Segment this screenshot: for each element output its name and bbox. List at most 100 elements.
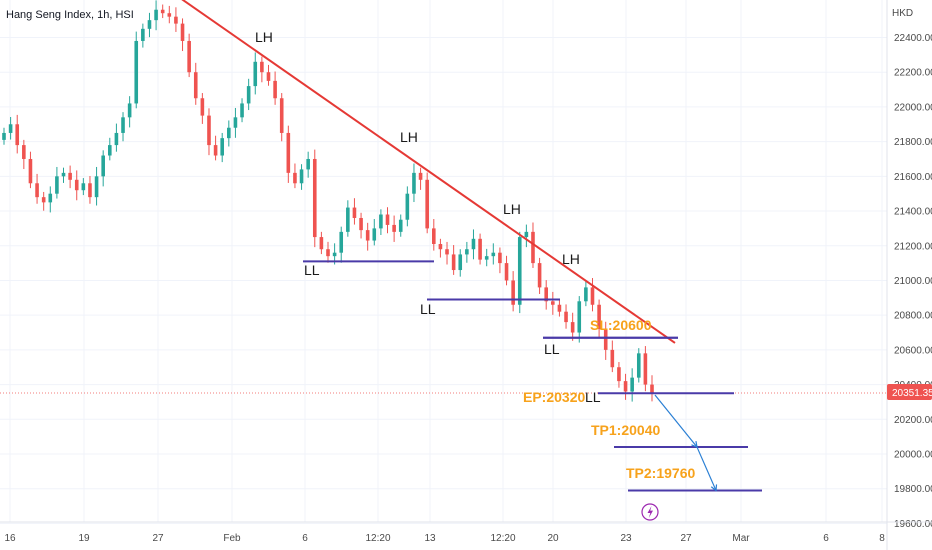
candle-body <box>365 230 370 241</box>
candle <box>193 62 198 105</box>
time-tick-label: 6 <box>302 533 308 544</box>
projection-arrow <box>654 394 698 448</box>
candle-body <box>187 40 191 73</box>
candle <box>412 163 416 203</box>
candle <box>438 238 443 258</box>
price-tick-label: 22000.00 <box>894 102 932 113</box>
time-tick-label: 16 <box>4 533 16 544</box>
candles <box>2 0 654 402</box>
projection-arrowhead <box>710 484 718 492</box>
candle-body <box>643 353 648 385</box>
time-axis[interactable]: 16 19 27 Feb 6 12:20 13 12:20 20 23 27 Mar 6 8 <box>0 521 932 544</box>
current-price-tag-bg <box>887 384 932 400</box>
current-price-tag: 20351.35 <box>887 384 932 400</box>
candle-body <box>491 252 496 257</box>
candle-body <box>332 252 337 257</box>
swing-label: LH <box>255 29 273 45</box>
candle-body <box>630 377 634 392</box>
candle-body <box>498 252 502 264</box>
price-tick-label: 21600.00 <box>894 172 932 183</box>
candle-body <box>319 237 324 250</box>
candle-body <box>438 244 443 250</box>
candle-body <box>81 183 86 191</box>
candle-body <box>484 256 489 260</box>
candle <box>174 7 178 32</box>
candle-body <box>94 176 99 198</box>
candle <box>630 368 634 402</box>
candle-body <box>326 249 330 257</box>
current-price-value: 20351.35 <box>892 388 932 399</box>
candle <box>154 0 158 31</box>
candle <box>346 200 350 237</box>
candle <box>200 93 205 124</box>
candle <box>465 241 469 263</box>
candle <box>544 280 549 310</box>
time-tick-label: 23 <box>620 533 632 544</box>
swing-label: LL <box>585 389 601 405</box>
candle <box>101 150 105 187</box>
candle <box>147 12 152 38</box>
candle-body <box>279 98 284 133</box>
candle-body <box>107 145 112 156</box>
candle-body <box>180 23 185 41</box>
candle <box>187 33 191 78</box>
candle-body <box>167 13 172 17</box>
lightning-badge[interactable] <box>641 503 659 521</box>
candle <box>114 123 119 152</box>
drawings: LH LH LH LH LL LL LL LL SL:20600 EP:20320 TP1:2004… <box>0 0 887 492</box>
price-axis[interactable]: 19600.0019800.0020000.0020200.0020400.00… <box>886 0 932 550</box>
candle-body <box>193 72 198 99</box>
candle-body <box>253 61 258 87</box>
time-tick-label: 19 <box>78 533 90 544</box>
candle <box>537 257 542 294</box>
price-tick-label: 20600.00 <box>894 345 932 356</box>
candle <box>326 241 330 263</box>
candle <box>590 278 595 312</box>
candle <box>8 116 13 140</box>
candle <box>339 226 344 263</box>
candle-body <box>590 287 595 305</box>
candle <box>425 172 429 234</box>
candle-body <box>597 304 601 330</box>
candle-body <box>35 183 39 198</box>
candle-body <box>372 228 377 241</box>
time-tick-label: Mar <box>732 533 750 544</box>
candle <box>28 151 33 189</box>
time-tick-label: 20 <box>547 533 559 544</box>
candle <box>398 214 403 237</box>
candle-body <box>101 155 105 177</box>
time-tick-label: 27 <box>680 533 692 544</box>
candle <box>617 362 621 388</box>
candle-body <box>55 176 59 194</box>
candle-body <box>273 80 277 99</box>
candle-body <box>266 72 271 81</box>
time-tick-label: Feb <box>223 533 241 544</box>
candle <box>577 296 582 343</box>
candle-body <box>2 132 6 140</box>
candle-body <box>293 172 297 184</box>
candle <box>392 215 396 242</box>
candle <box>260 56 264 83</box>
candle-body <box>418 172 423 180</box>
candle-body <box>154 9 158 21</box>
candle-body <box>200 98 205 116</box>
candle-body <box>306 158 310 170</box>
candle-body <box>465 249 469 255</box>
candle <box>405 186 410 227</box>
candle <box>636 348 641 383</box>
swing-label: LL <box>420 301 436 317</box>
candle <box>141 23 145 48</box>
candle-body <box>147 20 152 29</box>
time-tick-label: 13 <box>424 533 436 544</box>
candle <box>233 107 238 138</box>
candle <box>471 229 476 260</box>
candle-body <box>610 349 615 368</box>
time-tick-label: 27 <box>152 533 164 544</box>
candle <box>359 212 363 239</box>
candle <box>213 135 218 161</box>
swing-label: LL <box>304 262 320 278</box>
candle <box>511 271 515 312</box>
candle-body <box>160 9 165 14</box>
